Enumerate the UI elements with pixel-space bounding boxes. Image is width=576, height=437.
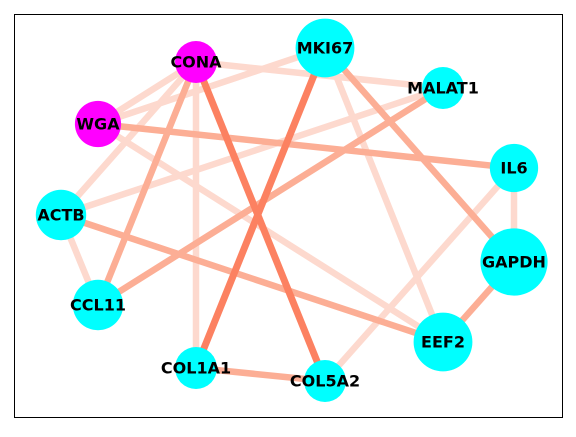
node-label-col5a2: COL5A2 [290, 372, 360, 391]
node-label-mki67: MKI67 [297, 39, 354, 58]
labels-layer: CONA MKI67 MALAT1 WGA IL6 ACTB GAPDH CCL11 EEF2 C… [37, 39, 546, 391]
node-gapdh[interactable] [480, 228, 548, 296]
node-label-il6: IL6 [500, 159, 527, 178]
node-eef2[interactable] [413, 312, 473, 372]
node-wga[interactable] [74, 100, 122, 148]
node-mki67[interactable] [295, 18, 355, 78]
edge-malat1-ccl11 [96, 85, 445, 308]
edge-actb-eef2 [59, 211, 445, 346]
node-malat1[interactable] [422, 67, 464, 109]
node-col5a2[interactable] [304, 360, 346, 402]
nodes-layer [35, 18, 548, 402]
edge-il6-col5a2 [322, 165, 517, 384]
node-actb[interactable] [35, 189, 87, 241]
plot-frame [14, 14, 563, 418]
node-cona[interactable] [175, 41, 217, 83]
node-ccl11[interactable] [72, 279, 124, 331]
edge-mki67-col1a1 [192, 46, 329, 370]
node-label-cona: CONA [170, 53, 222, 72]
edge-cona-ccl11 [94, 60, 200, 307]
node-label-wga: WGA [76, 115, 120, 134]
node-label-malat1: MALAT1 [407, 79, 479, 98]
node-label-eef2: EEF2 [421, 333, 465, 352]
edge-col1a1-col5a2 [195, 364, 326, 385]
edge-mki67-eef2 [321, 46, 447, 344]
edge-mki67-wga [96, 44, 327, 128]
edge-wga-il6 [97, 120, 515, 172]
node-label-ccl11: CCL11 [70, 296, 126, 315]
node-il6[interactable] [489, 143, 539, 193]
node-label-actb: ACTB [37, 206, 84, 225]
node-label-gapdh: GAPDH [482, 253, 546, 272]
node-col1a1[interactable] [175, 347, 217, 389]
edge-cona-col5a2 [192, 60, 329, 383]
node-label-col1a1: COL1A1 [161, 359, 231, 378]
edge-cona-actb [58, 59, 199, 218]
